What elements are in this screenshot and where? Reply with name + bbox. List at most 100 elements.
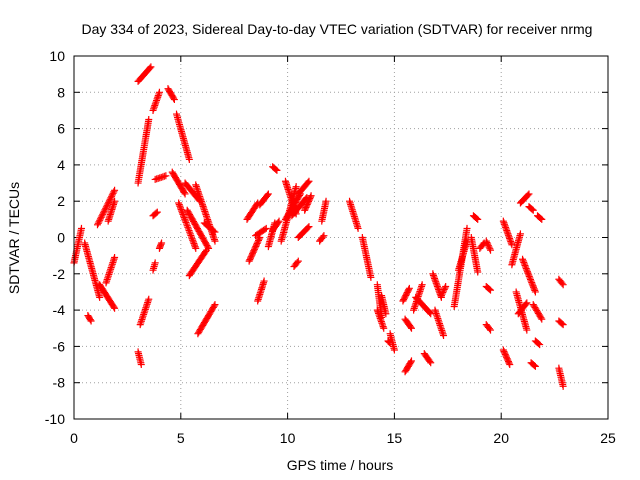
data-point — [487, 286, 495, 294]
data-point — [184, 223, 192, 231]
data-point — [485, 285, 493, 293]
data-point — [473, 214, 481, 222]
data-point — [528, 205, 536, 213]
x-axis-label: GPS time / hours — [287, 457, 394, 473]
data-point — [187, 233, 195, 241]
data-point — [191, 241, 199, 249]
data-point — [255, 235, 263, 243]
data-point — [530, 283, 538, 291]
data-point — [525, 271, 533, 279]
y-tick-label: 10 — [49, 48, 65, 64]
data-point — [110, 303, 118, 311]
data-point — [178, 209, 186, 217]
data-point — [247, 253, 255, 261]
y-tick-label: 4 — [57, 157, 65, 173]
data-point — [294, 257, 302, 265]
data-point — [248, 251, 256, 259]
data-point — [440, 286, 448, 294]
data-point — [524, 191, 532, 199]
data-point — [104, 200, 112, 208]
data-point — [252, 242, 260, 250]
x-tick-label: 15 — [387, 430, 403, 446]
data-point — [177, 205, 185, 213]
data-point — [407, 323, 415, 331]
data-point — [440, 332, 448, 340]
data-point — [251, 244, 259, 252]
data-point — [531, 286, 539, 294]
data-point — [137, 361, 145, 369]
data-point — [170, 96, 178, 104]
data-point — [246, 256, 254, 264]
data-point — [191, 243, 199, 251]
data-point — [407, 324, 415, 332]
data-point — [407, 358, 415, 366]
data-point — [529, 282, 537, 290]
data-point — [175, 201, 183, 209]
data-point — [524, 269, 532, 277]
data-point — [97, 213, 105, 221]
data-point — [520, 260, 528, 268]
data-point — [180, 214, 188, 222]
data-point — [204, 243, 212, 251]
data-point — [87, 317, 95, 325]
data-point — [86, 316, 94, 324]
data-point — [145, 295, 153, 303]
data-point — [188, 235, 196, 243]
data-point — [261, 225, 269, 233]
data-point — [367, 273, 375, 281]
data-point — [99, 210, 107, 218]
data-point — [304, 178, 312, 186]
data-point — [531, 288, 539, 296]
data-point — [185, 155, 193, 163]
data-point — [254, 238, 262, 246]
data-point — [210, 227, 218, 235]
data-point — [249, 248, 257, 256]
y-tick-label: 2 — [57, 193, 65, 209]
data-point — [536, 341, 544, 349]
data-point — [77, 224, 85, 232]
y-axis-label: SDTVAR / TECUs — [6, 182, 22, 294]
data-point — [101, 206, 109, 214]
data-point — [418, 281, 426, 289]
data-point — [111, 197, 119, 205]
data-point — [558, 279, 566, 287]
data-point — [102, 203, 110, 211]
data-point — [508, 241, 516, 249]
y-tick-label: -6 — [53, 338, 66, 354]
data-point — [529, 206, 537, 214]
data-point — [526, 274, 534, 282]
data-point — [254, 236, 262, 244]
data-point — [441, 284, 449, 292]
data-point — [405, 286, 413, 294]
data-point — [525, 272, 533, 280]
data-point — [183, 220, 191, 228]
x-tick-label: 20 — [493, 430, 509, 446]
data-point — [181, 217, 189, 225]
data-point — [528, 280, 536, 288]
data-point — [307, 192, 315, 200]
y-tick-label: -8 — [53, 375, 66, 391]
data-point — [305, 177, 313, 185]
data-point — [250, 245, 258, 253]
data-point — [442, 283, 450, 291]
data-point — [522, 265, 530, 273]
x-tick-label: 5 — [177, 430, 185, 446]
data-point — [530, 285, 538, 293]
data-point — [273, 166, 281, 174]
data-point — [306, 193, 314, 201]
data-point — [179, 210, 187, 218]
data-point — [558, 320, 566, 328]
data-point — [211, 237, 219, 245]
x-tick-label: 25 — [600, 430, 616, 446]
data-point — [175, 199, 183, 207]
data-point — [519, 257, 527, 265]
data-point — [170, 94, 178, 102]
data-point — [184, 225, 192, 233]
data-point — [151, 259, 159, 267]
data-point — [304, 224, 312, 232]
data-point — [526, 276, 534, 284]
data-point — [211, 301, 219, 309]
data-point — [272, 165, 280, 173]
data-point — [180, 189, 188, 197]
